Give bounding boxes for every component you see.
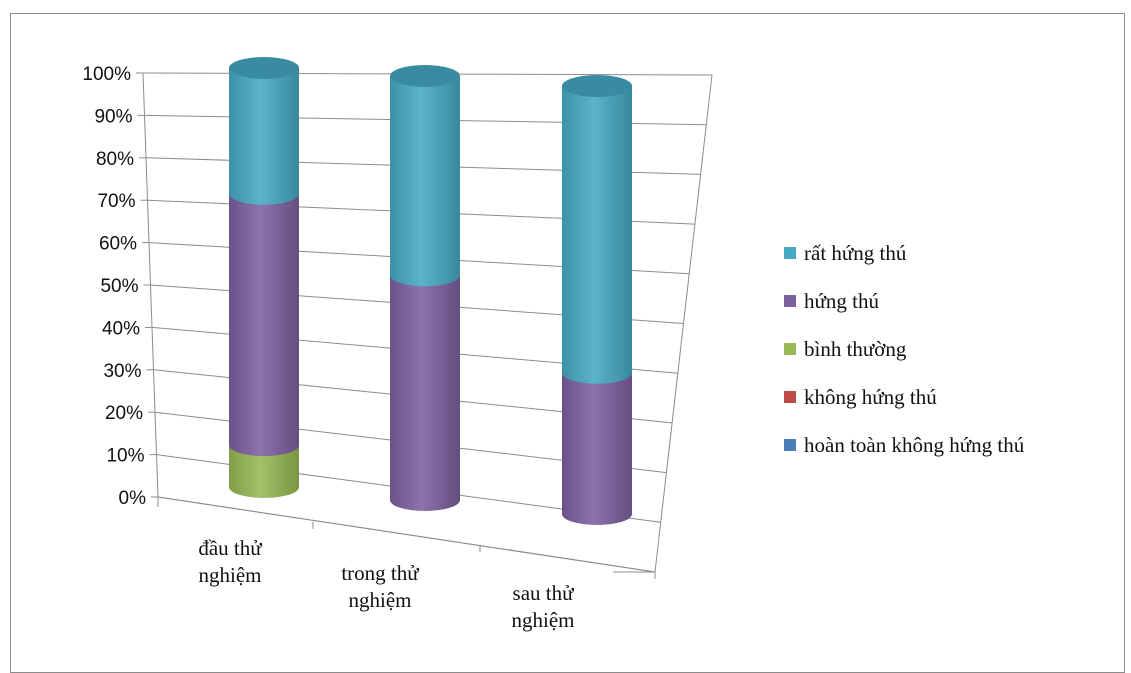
legend-label: bình thường — [804, 336, 907, 361]
y-tick-label: 50% — [100, 276, 138, 297]
y-tick-label: 90% — [94, 106, 132, 127]
bar-segment — [562, 372, 632, 525]
bar-segment — [229, 68, 299, 205]
legend-swatch — [784, 343, 796, 355]
y-tick-label: 80% — [96, 149, 134, 170]
y-tick-label: 10% — [106, 446, 144, 467]
bars — [229, 57, 632, 525]
bar-segment — [562, 86, 632, 384]
x-tick-label: nghiệm — [349, 588, 412, 612]
legend-item: hoàn toàn không hứng thú — [784, 421, 1024, 469]
legend-item: bình thường — [784, 325, 1024, 373]
bar-cap — [229, 57, 299, 79]
x-tick-label: trong thử — [341, 561, 419, 585]
bar-segment — [390, 275, 460, 511]
legend-label: hứng thú — [804, 288, 879, 313]
legend-item: rất hứng thú — [784, 229, 1024, 277]
legend-swatch — [784, 439, 796, 451]
y-tick-label: 20% — [105, 403, 143, 424]
stacked-cylinder-chart: 0% 10% 20% 30% 40% 50% 60% 70% 80% 90% 100% đầu thử… — [82, 57, 713, 632]
legend-label: rất hứng thú — [804, 240, 907, 265]
bar-cap — [562, 75, 632, 97]
legend-label: không hứng thú — [804, 384, 937, 409]
y-tick-label: 40% — [102, 318, 140, 339]
x-tick-label: sau thử — [513, 581, 575, 605]
x-axis-labels: đầu thử nghiệm trong thử nghiệm sau thử nghiệ… — [198, 522, 656, 632]
y-tick-label: 70% — [97, 191, 135, 212]
y-tick-label: 60% — [99, 234, 137, 255]
legend-swatch — [784, 247, 796, 259]
legend-swatch — [784, 295, 796, 307]
legend-label: hoàn toàn không hứng thú — [804, 432, 1025, 457]
chart-legend: rất hứng thú hứng thú bình thường không hứn… — [784, 229, 1024, 469]
back-wall-right-edge — [654, 74, 713, 573]
y-tick-label: 0% — [119, 488, 147, 509]
y-tick-label: 30% — [103, 361, 141, 382]
legend-swatch — [784, 391, 796, 403]
back-wall-left-edge — [142, 72, 159, 498]
x-tick-label: nghiệm — [199, 563, 262, 587]
bar-segment — [229, 193, 299, 457]
legend-item: không hứng thú — [784, 373, 1024, 421]
bar-segment — [229, 445, 299, 498]
bar-cap — [390, 65, 460, 87]
y-tick-label: 100% — [82, 64, 131, 85]
x-tick-label: đầu thử — [198, 536, 262, 560]
legend-item: hứng thú — [784, 277, 1024, 325]
bar-segment — [390, 76, 460, 287]
x-tick-label: nghiệm — [512, 608, 575, 632]
